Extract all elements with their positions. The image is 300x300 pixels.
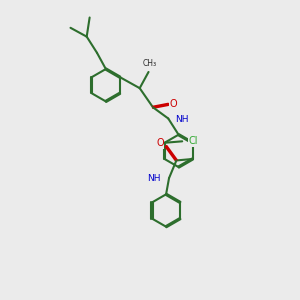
Text: O: O: [170, 99, 177, 110]
Text: NH: NH: [147, 174, 161, 183]
Text: Cl: Cl: [189, 136, 198, 146]
Text: CH₃: CH₃: [143, 59, 157, 68]
Text: NH: NH: [175, 116, 188, 124]
Text: O: O: [156, 138, 164, 148]
